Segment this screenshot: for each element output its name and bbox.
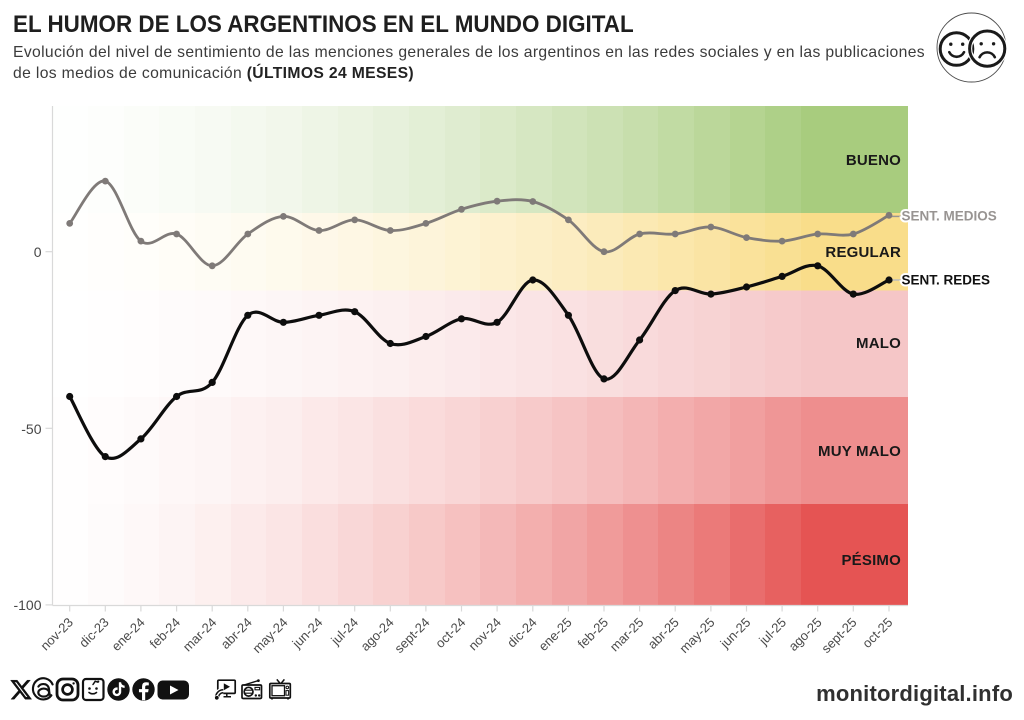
svg-text:SENT. REDES: SENT. REDES — [902, 272, 991, 287]
svg-text:SENT. MEDIOS: SENT. MEDIOS — [902, 208, 997, 223]
